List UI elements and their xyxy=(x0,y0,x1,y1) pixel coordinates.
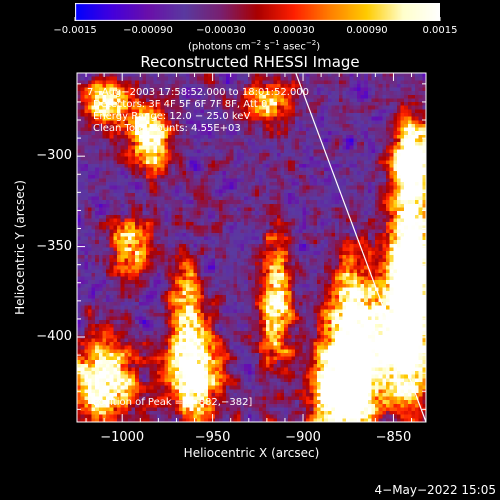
solar-limb-line xyxy=(295,72,427,423)
colorbar-tick-label: 0.0015 xyxy=(422,25,458,36)
x-tick-label: −850 xyxy=(375,430,412,445)
limb-line-layer xyxy=(295,72,427,423)
annotation-time-range: 7−Aug−2003 17:58:52.000 to 18:01:52.000 xyxy=(87,87,310,98)
x-tick-label: −900 xyxy=(285,430,321,445)
axis-frame xyxy=(76,72,427,423)
y-tick-label: −350 xyxy=(36,238,72,254)
chart-title: Reconstructed RHESSI Image xyxy=(140,53,360,71)
annotation-energy-range: Energy Range: 12.0 − 25.0 keV xyxy=(93,111,251,122)
colorbar-tick-label: −0.00030 xyxy=(196,25,246,36)
x-tick-label: −950 xyxy=(194,430,231,445)
peak-position-label: Position of Peak = [−882,−382] xyxy=(93,397,253,408)
x-axis-label: Heliocentric X (arcsec) xyxy=(183,446,320,460)
x-tick-label: −1000 xyxy=(100,430,145,445)
datestamp: 4−May−2022 15:05 xyxy=(374,483,497,497)
annotation-detectors: Detectors: 3F 4F 5F 6F 7F 8F, Att 0 xyxy=(93,99,268,110)
colorbar-tick-label: 0.00030 xyxy=(273,25,315,36)
y-tick-label: −400 xyxy=(36,329,72,344)
y-axis-label: Heliocentric Y (arcsec) xyxy=(13,180,27,315)
annotation-clean-counts: Clean Total counts: 4.55E+03 xyxy=(93,123,241,134)
colorbar-tick-label: −0.00090 xyxy=(123,25,173,36)
y-tick-label: −300 xyxy=(36,148,72,164)
colorbar xyxy=(75,3,440,21)
colorbar-unit-label: (photons cm−2 s−1 asec−2) xyxy=(188,39,321,53)
plot-frame xyxy=(76,72,427,423)
colorbar-tick-label: −0.0015 xyxy=(53,25,97,36)
heatmap-image xyxy=(77,73,426,422)
colorbar-tick-label: 0.00090 xyxy=(346,25,388,36)
